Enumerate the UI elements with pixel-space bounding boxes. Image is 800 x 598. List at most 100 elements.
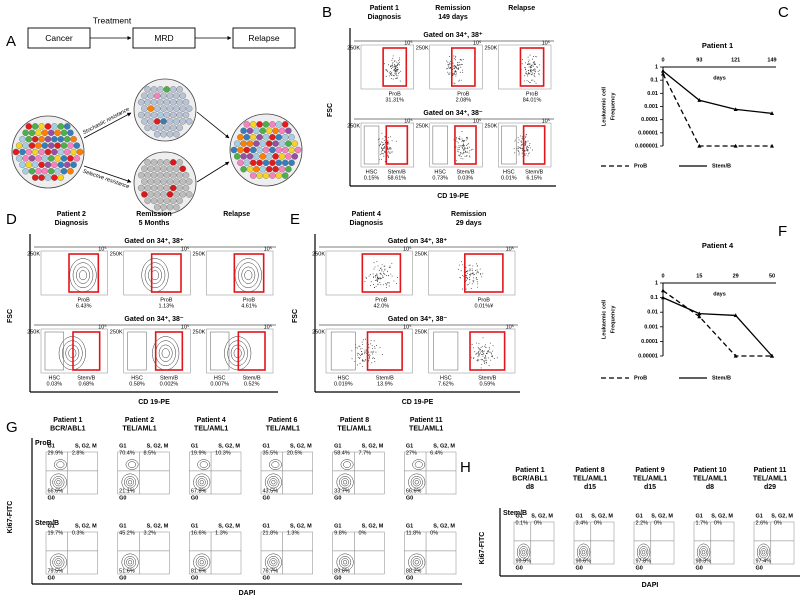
gate-name: Stem/B: [77, 375, 95, 381]
cell: [144, 171, 151, 179]
gate-header: Gated on 34⁺, 38⁻: [388, 316, 447, 323]
cell: [173, 191, 180, 198]
y-tick-label: 0.1: [650, 78, 658, 84]
event: [357, 347, 358, 349]
event: [390, 75, 392, 77]
cell: [173, 130, 180, 138]
event: [395, 64, 397, 66]
event: [531, 70, 533, 72]
row-label: ProB: [35, 440, 52, 447]
event: [359, 362, 361, 364]
panel-label: H: [460, 459, 471, 476]
event: [390, 151, 392, 153]
contour: [341, 558, 350, 567]
gate-percent: 0.15%: [364, 175, 380, 181]
event: [364, 359, 366, 361]
event: [389, 147, 390, 149]
cell: [163, 124, 171, 132]
gate-percent: 31.31%: [385, 97, 404, 103]
event: [389, 71, 391, 73]
event: [383, 265, 385, 267]
event: [465, 278, 467, 280]
column-header: TEL/AML1: [693, 475, 727, 482]
x-tick-label: 0: [661, 57, 664, 63]
cell: [28, 167, 36, 175]
gate-name: HSC: [440, 375, 452, 381]
gate: [454, 125, 477, 165]
event: [377, 278, 379, 280]
gate-percent: 0.01%¥: [475, 303, 495, 309]
event: [530, 147, 531, 149]
gate-name: HSC: [131, 375, 143, 381]
event: [396, 74, 398, 76]
cell: [157, 111, 164, 119]
event: [520, 141, 522, 143]
cell: [269, 172, 276, 179]
event: [460, 270, 462, 272]
event: [471, 344, 473, 345]
event: [485, 359, 487, 361]
event: [530, 67, 532, 69]
event: [377, 276, 378, 278]
gate: [330, 331, 356, 371]
event: [481, 359, 483, 361]
gate-percent: 0.019%: [334, 381, 353, 387]
event: [456, 67, 458, 69]
cell: [176, 197, 183, 205]
x-tick-label: 10⁵: [403, 245, 411, 252]
cell: [153, 165, 161, 173]
quadrant-name: G1: [334, 523, 341, 529]
stage-label: Relapse: [248, 33, 279, 43]
event: [361, 352, 363, 354]
contour: [342, 480, 348, 485]
event: [524, 66, 526, 68]
cell: [179, 118, 187, 125]
event: [448, 73, 450, 75]
event: [475, 270, 477, 272]
event: [527, 149, 529, 151]
event: [387, 155, 389, 157]
cell: [173, 178, 180, 185]
cell: [51, 135, 58, 143]
contour: [124, 476, 137, 489]
event: [392, 62, 394, 64]
event: [392, 78, 394, 80]
quadrant-name: G0: [191, 575, 198, 581]
event: [538, 73, 540, 75]
contour: [199, 461, 208, 468]
event: [473, 357, 475, 359]
column-header: Patient 1: [53, 417, 82, 424]
event: [376, 273, 378, 275]
quadrant-value: 0.3%: [72, 530, 85, 536]
cell: [275, 159, 283, 167]
cell: [169, 111, 177, 119]
cell: [262, 146, 270, 154]
column-header: 149 days: [438, 14, 468, 21]
cell: [150, 86, 158, 93]
contour: [53, 459, 67, 470]
cell: [182, 98, 190, 106]
quadrant-value: 89.8%: [334, 568, 350, 574]
event: [375, 275, 377, 276]
event: [380, 153, 382, 155]
quadrant-name: G0: [576, 565, 583, 571]
cell: [25, 161, 33, 169]
cell: [240, 140, 247, 147]
event: [460, 79, 462, 81]
event: [364, 349, 366, 351]
cell: [230, 146, 238, 154]
cell: [147, 118, 155, 125]
column-header: 29 days: [456, 220, 482, 227]
cell: [269, 133, 276, 141]
x-tick-label: 10⁵: [473, 117, 481, 124]
event: [487, 352, 489, 354]
series-line: [662, 73, 772, 147]
cell: [31, 123, 39, 130]
series-line: [662, 70, 773, 115]
cell: [150, 184, 158, 192]
event: [528, 152, 530, 154]
cell: [166, 130, 174, 138]
cell: [272, 127, 279, 135]
quadrant-value: 3.2%: [144, 530, 157, 536]
event: [461, 131, 463, 133]
